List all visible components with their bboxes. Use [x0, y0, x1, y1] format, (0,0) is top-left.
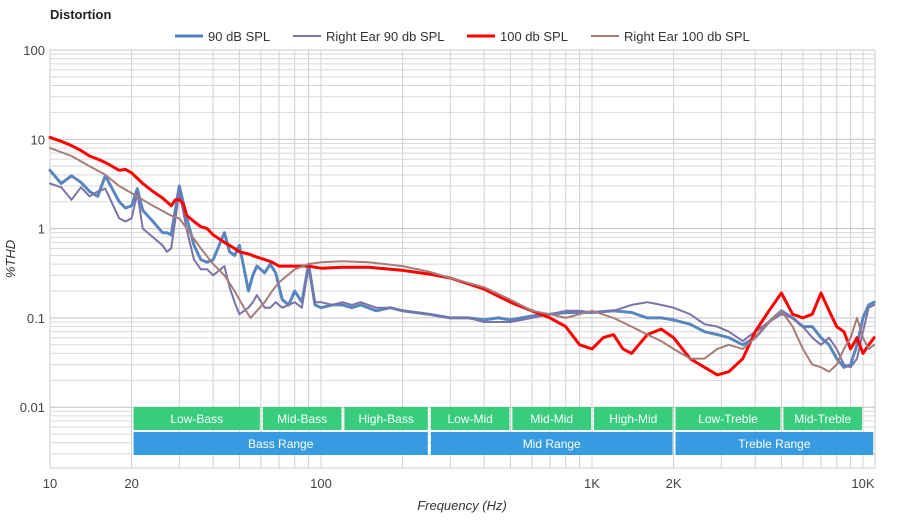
legend-label: Right Ear 100 db SPL	[624, 29, 750, 44]
grid	[49, 49, 876, 469]
band-label: Treble Range	[738, 437, 811, 451]
x-tick-label: 20	[124, 476, 138, 491]
band-mid-mid	[512, 407, 591, 430]
band-low-treble	[675, 407, 781, 430]
y-tick-label: 1	[38, 222, 45, 237]
band-high-mid	[594, 407, 673, 430]
y-axis-ticks: 100 10 1 0.1 0.01	[20, 43, 45, 415]
y-tick-label: 0.01	[20, 400, 45, 415]
legend-label: Right Ear 90 db SPL	[326, 29, 445, 44]
legend-label: 90 dB SPL	[208, 29, 270, 44]
y-tick-label: 10	[31, 132, 45, 147]
band-mid-range	[430, 432, 673, 455]
y-tick-label: 0.1	[27, 311, 45, 326]
band-mid-bass	[262, 407, 342, 430]
band-bass-range	[133, 432, 428, 455]
legend-label: 100 db SPL	[500, 29, 568, 44]
series-100-db-spl	[48, 135, 876, 377]
x-tick-label: 10	[43, 476, 57, 491]
band-label: Bass Range	[248, 437, 314, 451]
legend: 90 dB SPL Right Ear 90 db SPL 100 db SPL Ri…	[175, 29, 750, 44]
x-tick-label: 100	[310, 476, 332, 491]
band-label: High-Mid	[609, 412, 657, 426]
x-axis-label: Frequency (Hz)	[417, 498, 507, 513]
band-label: Low-Mid	[447, 412, 492, 426]
band-high-bass	[344, 407, 428, 430]
plot-area	[49, 49, 876, 469]
band-treble-range	[675, 432, 874, 455]
x-tick-label: 2K	[666, 476, 682, 491]
x-tick-label: 1K	[584, 476, 600, 491]
x-tick-label: 10K	[851, 476, 874, 491]
band-low-bass	[133, 407, 260, 430]
series-lines	[48, 135, 876, 377]
chart-title: Distortion	[50, 7, 111, 22]
band-label: High-Bass	[358, 412, 413, 426]
y-axis-label: %THD	[3, 240, 18, 278]
band-mid-treble	[783, 407, 862, 430]
band-label: Low-Bass	[170, 412, 223, 426]
band-label: Mid Range	[523, 437, 581, 451]
x-axis-ticks: 10 20 100 1K 2K 10K	[43, 476, 875, 491]
band-label: Mid-Bass	[277, 412, 327, 426]
band-label: Low-Treble	[698, 412, 758, 426]
band-label: Mid-Mid	[530, 412, 573, 426]
frequency-bands: Low-Bass Mid-Bass High-Bass Low-Mid Mid-Mid H…	[133, 407, 874, 455]
band-low-mid	[430, 407, 510, 430]
series-right-ear-90-db-spl	[49, 182, 876, 369]
band-label: Mid-Treble	[794, 412, 851, 426]
y-tick-label: 100	[23, 43, 45, 58]
series-right-ear-100-db-spl	[49, 147, 876, 373]
